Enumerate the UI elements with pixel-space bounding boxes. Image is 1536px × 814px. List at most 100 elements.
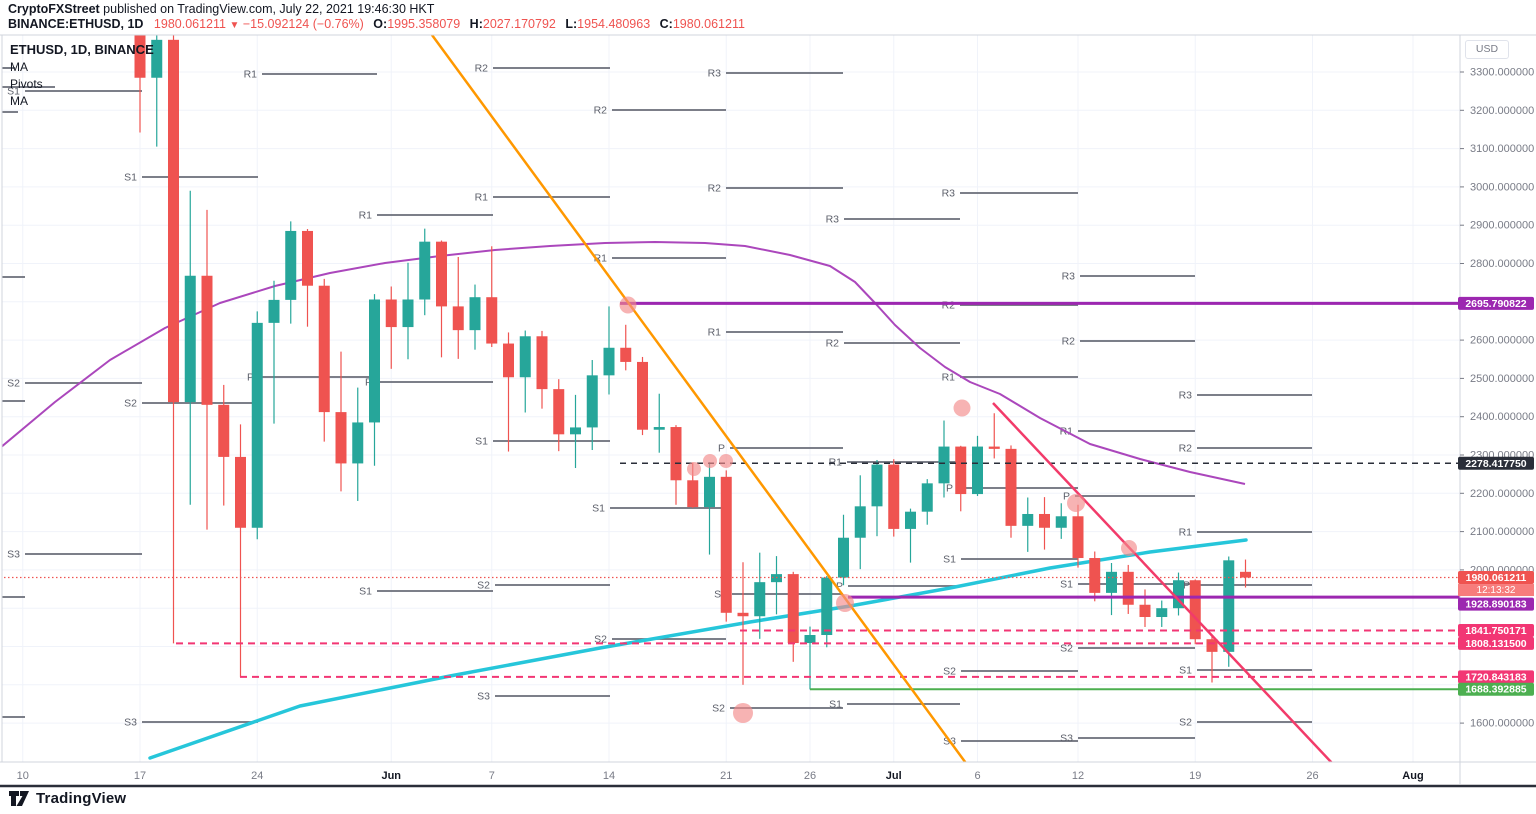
price-badge — [1458, 636, 1534, 650]
price-axis-label: 2200.000000 — [1470, 488, 1534, 500]
high-value: 2027.170792 — [482, 17, 556, 31]
pivot-marker-circle — [703, 454, 717, 468]
price-badge — [1458, 571, 1534, 585]
price-badges: 2695.790822 2278.417750 1980.06121112:13:3… — [1458, 296, 1534, 696]
candle-body — [620, 347, 632, 362]
chart-legend: ETHUSD, 1D, BINANCE MA Pivots MA — [10, 42, 154, 108]
time-axis-label: 17 — [134, 770, 146, 782]
legend-symbol[interactable]: ETHUSD, 1D, BINANCE — [10, 42, 154, 57]
price-badge-value: 1980.061211 — [1466, 572, 1527, 584]
price-axis-label: 2600.000000 — [1470, 335, 1534, 347]
price-badge-value: 2695.790822 — [1465, 298, 1526, 310]
candle-body — [134, 35, 146, 78]
pivot-label-S3: S3 — [7, 549, 20, 561]
pivot-label-S1: S1 — [943, 554, 956, 566]
candle-body — [838, 537, 849, 578]
candle-body — [921, 483, 933, 512]
time-axis-label: 7 — [489, 770, 495, 782]
open-label: O: — [373, 17, 388, 31]
candle-body — [570, 427, 581, 435]
pivot-label-S3: S3 — [124, 717, 137, 729]
legend-indicator-ma-1[interactable]: MA — [10, 60, 28, 74]
candle-body — [352, 422, 364, 464]
low-label: L: — [565, 17, 578, 31]
price-badge-value: 1720.843183 — [1465, 671, 1526, 683]
candle-body — [218, 404, 230, 457]
price-badge — [1458, 296, 1534, 310]
ma-line-purple — [2, 241, 1246, 485]
pivot-label-R2: R2 — [475, 63, 489, 75]
pivot-label-S2: S2 — [477, 580, 490, 592]
candle-body — [151, 39, 163, 78]
time-axis-label: Jul — [886, 770, 902, 782]
candle-body — [1089, 558, 1101, 593]
pivot-label-R2: R2 — [594, 105, 608, 117]
pivot-label-S1: S1 — [1060, 579, 1073, 591]
countdown-badge — [1458, 584, 1534, 597]
price-badge — [1458, 597, 1534, 611]
candle-body — [335, 412, 347, 464]
price-axis-label: 2800.000000 — [1470, 258, 1534, 270]
legend-indicator-ma-2[interactable]: MA — [10, 94, 28, 108]
pivot-label-R2: R2 — [708, 183, 722, 195]
candle-body — [536, 336, 548, 390]
price-badge-value: 1808.131500 — [1465, 638, 1526, 650]
candle-body — [1122, 571, 1134, 605]
trendline-orange — [430, 35, 967, 762]
candle-body — [1055, 516, 1067, 528]
pivot-label-S2: S2 — [943, 666, 956, 678]
candle-body — [302, 230, 313, 286]
pivot-label-S3: S3 — [477, 691, 490, 703]
pivot-marker-circle — [836, 594, 854, 612]
candle-body — [1005, 448, 1017, 526]
last-price: 1980.061211 — [153, 17, 226, 31]
candle-body — [184, 275, 196, 403]
plot-area: S1 S2 S3 S1 S2 S3 R1 P R1 P S1 R2 R1 S1 S2 S3 R2 R1 S1 S2 R3… — [2, 35, 1460, 762]
candle-body — [871, 464, 883, 507]
price-axis-label: 2400.000000 — [1470, 411, 1534, 423]
legend-indicator-pivots[interactable]: Pivots — [10, 77, 43, 91]
candle-body — [503, 343, 514, 378]
chart-frame — [0, 34, 1536, 788]
time-axis-label: Aug — [1402, 770, 1423, 782]
candle-body — [1106, 571, 1117, 593]
time-axis: 10 17 24 Jun 7 14 21 26 Jul 6 12 19 26 Aug — [17, 770, 1424, 782]
currency-toggle-button[interactable]: USD — [1465, 40, 1509, 59]
pivot-label-S2: S2 — [7, 378, 20, 390]
price-badge-value: 1688.392885 — [1465, 684, 1526, 696]
candle-body — [1206, 639, 1218, 652]
pivot-label-R1: R1 — [1179, 527, 1193, 539]
trendline-pink — [992, 402, 1333, 762]
pivot-label-P: P — [365, 377, 372, 389]
candle-body — [1189, 580, 1201, 640]
symbol-title[interactable]: BINANCE:ETHUSD, 1D — [8, 17, 144, 31]
pivot-label-P: P — [718, 443, 725, 455]
candle-body — [251, 322, 263, 528]
tradingview-logo[interactable]: TradingView — [8, 790, 126, 807]
price-axis-label: 2500.000000 — [1470, 373, 1534, 385]
candle-body — [436, 241, 447, 307]
price-badge — [1458, 456, 1534, 470]
pivot-marker-circle — [953, 399, 971, 417]
pivot-label-R2: R2 — [1179, 443, 1193, 455]
pivot-label-R1: R1 — [942, 372, 956, 384]
candle-body — [586, 375, 598, 428]
pivot-label-R1: R1 — [359, 210, 373, 222]
candle-body — [201, 275, 213, 405]
time-axis-label: 26 — [1306, 770, 1318, 782]
candle-body — [905, 511, 916, 529]
candle-body — [402, 299, 414, 328]
pivot-label-R2: R2 — [826, 338, 840, 350]
price-badge — [1458, 670, 1534, 684]
candle-body — [1072, 516, 1084, 559]
pivot-label-S1: S1 — [359, 586, 372, 598]
candles — [134, 35, 1251, 690]
candle-body — [1173, 580, 1184, 609]
pivot-label-R3: R3 — [708, 68, 722, 80]
open-value: 1995.358079 — [387, 17, 461, 31]
candle-body — [452, 306, 464, 331]
pivot-label-R2: R2 — [942, 300, 956, 312]
candle-body — [821, 577, 833, 636]
